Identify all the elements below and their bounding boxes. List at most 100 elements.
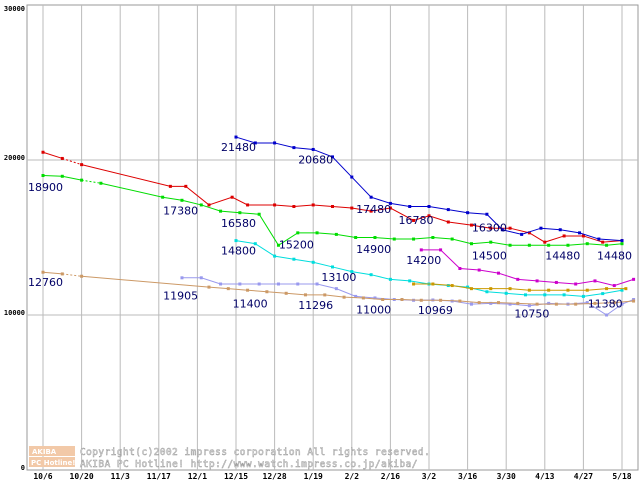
data-point (388, 277, 392, 281)
data-point (234, 135, 238, 139)
data-point (226, 287, 230, 291)
data-point (350, 270, 354, 274)
data-point (489, 287, 493, 291)
data-point (80, 163, 84, 167)
data-point (469, 242, 473, 246)
data-point (458, 299, 462, 303)
x-tick-label: 11/17 (147, 472, 171, 480)
x-tick-label: 5/18 (612, 472, 631, 480)
data-label: 11000 (356, 304, 391, 317)
data-point (331, 265, 334, 269)
data-point (373, 296, 377, 300)
y-tick-label: 30000 (4, 5, 25, 13)
data-point (253, 141, 257, 145)
data-point (450, 237, 454, 241)
data-point (381, 298, 385, 301)
series-line (42, 151, 63, 159)
data-point (520, 232, 524, 236)
data-label: 15200 (279, 238, 314, 251)
data-point (246, 288, 250, 292)
data-point (477, 301, 481, 305)
data-point (273, 254, 277, 258)
akiba-logo: AKIBA PC Hotline! (29, 446, 75, 467)
data-point (581, 294, 585, 298)
data-point (539, 226, 543, 230)
data-point (516, 301, 520, 305)
data-point (292, 257, 296, 261)
data-point (527, 243, 531, 247)
data-point (477, 268, 481, 272)
data-point (419, 248, 423, 252)
data-label: 14480 (545, 250, 580, 263)
data-label: 12760 (28, 276, 63, 289)
data-point (547, 301, 551, 305)
data-point (199, 276, 203, 280)
data-point (342, 295, 346, 299)
data-point (632, 298, 636, 301)
data-point (450, 284, 454, 288)
data-point (238, 282, 242, 286)
data-point (620, 242, 624, 246)
data-point (527, 288, 531, 292)
data-point (292, 146, 296, 150)
data-point (408, 205, 412, 208)
data-point (605, 313, 609, 317)
data-point (574, 282, 578, 286)
x-tick-label: 10/20 (70, 472, 94, 480)
data-label: 11400 (233, 297, 268, 310)
x-tick-label: 12/28 (263, 472, 287, 480)
data-point (585, 242, 589, 246)
data-label: 10750 (514, 307, 549, 320)
x-tick-label: 12/15 (224, 472, 248, 480)
data-label: 14200 (406, 254, 441, 267)
data-label: 20680 (298, 153, 333, 166)
x-tick-label: 4/27 (574, 472, 593, 480)
data-point (354, 294, 358, 298)
grid-lines (26, 4, 639, 471)
data-point (265, 290, 269, 294)
data-point (612, 301, 616, 305)
x-tick-label: 3/2 (422, 472, 437, 480)
data-point (620, 239, 624, 243)
series-line (81, 275, 634, 305)
data-point (199, 203, 203, 207)
data-label: 16580 (221, 217, 256, 230)
data-point (496, 271, 500, 275)
logo-box-bottom (29, 457, 75, 467)
data-point (543, 240, 547, 244)
data-point (516, 277, 520, 281)
x-tick-label: 2/16 (381, 472, 400, 480)
data-point (400, 298, 404, 301)
data-point (311, 260, 315, 264)
data-labels: 18900 17380 12760 11905 21480 20680 16580 14800… (28, 141, 632, 320)
data-point (369, 195, 373, 199)
data-point (585, 301, 589, 305)
data-point (489, 301, 493, 305)
data-point (419, 298, 423, 302)
data-label: 14480 (597, 250, 632, 263)
data-point (547, 288, 551, 292)
data-point (605, 243, 609, 247)
data-point (334, 287, 338, 291)
data-point (80, 274, 84, 278)
footer-watermark: AKIBA PC Hotline! Copyright(c)2002 impre… (29, 446, 430, 470)
data-label: 17480 (356, 203, 391, 216)
logo-box-top (29, 446, 75, 456)
series-lines (41, 135, 636, 317)
data-point (632, 299, 636, 303)
data-point (60, 156, 64, 160)
data-point (60, 174, 64, 178)
data-point (373, 236, 377, 239)
data-point (303, 293, 307, 297)
plot-frame (26, 4, 639, 471)
data-point (469, 287, 473, 291)
series-dashed-segment (62, 157, 82, 166)
data-label: 17380 (163, 205, 198, 218)
data-point (562, 234, 566, 238)
data-label: 16780 (399, 214, 434, 227)
data-point (508, 302, 512, 306)
data-label: 14900 (356, 243, 391, 256)
data-point (219, 209, 223, 213)
data-point (562, 293, 566, 297)
data-point (620, 302, 624, 306)
